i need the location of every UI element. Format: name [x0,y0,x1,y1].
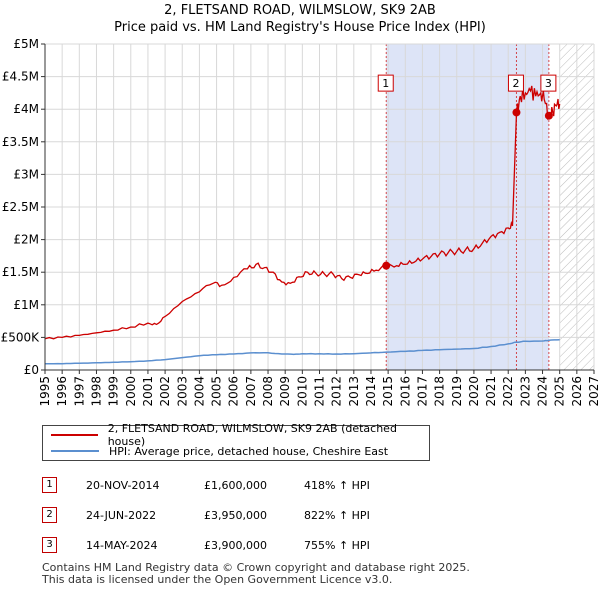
x-tick-label: 2016 [398,376,412,407]
y-tick-label: £500K [1,330,41,344]
x-tick-label: 2020 [467,376,481,407]
x-tick-label: 2021 [484,376,498,407]
table-row: 1 20-NOV-2014 £1,600,000 418% ↑ HPI [42,470,370,500]
x-tick-label: 2011 [313,376,327,407]
sale-price: £3,950,000 [204,508,267,522]
x-tick-label: 2025 [553,376,567,407]
x-tick-label: 2007 [244,376,258,407]
x-tick-label: 2009 [278,376,292,407]
sale-point [544,111,553,120]
footer-license: This data is licensed under the Open Gov… [42,573,393,586]
legend-label-hpi: HPI: Average price, detached house, Ches… [109,444,389,458]
sale-label: 2 [512,77,519,90]
x-tick-label: 1997 [72,376,86,407]
x-tick-label: 2014 [364,376,378,407]
sale-date: 24-JUN-2022 [86,508,157,522]
x-tick-label: 2003 [175,376,189,407]
y-tick-label: £1.5M [2,265,39,279]
x-tick-label: 2024 [536,376,550,407]
x-tick-label: 2027 [587,376,600,407]
x-tick-label: 2006 [227,376,241,407]
sale-label-box [540,74,557,92]
sales-table: 1 20-NOV-2014 £1,600,000 418% ↑ HPI 2 24… [42,470,370,560]
sale-hpi-change: 822% ↑ HPI [304,508,370,522]
x-tick-label: 2012 [330,376,344,407]
x-tick-label: 1996 [55,376,69,407]
table-row: 3 14-MAY-2024 £3,900,000 755% ↑ HPI [42,530,370,560]
x-tick-label: 2023 [518,376,532,407]
legend-item-hpi: HPI: Average price, detached house, Ches… [43,443,388,459]
x-tick-label: 2002 [158,376,172,407]
sale-price: £1,600,000 [204,478,267,492]
legend-swatch-hpi [51,450,99,452]
x-tick-label: 2013 [347,376,361,407]
y-tick-label: £2.5M [2,200,39,214]
y-tick-label: £0 [24,363,39,377]
property-price-line [44,85,561,340]
price-chart: 1 2 3 £0 £500K £1M £1.5M £2M £2.5M £3M £3.5M £4M £4… [1,37,600,407]
sale-hpi-change: 418% ↑ HPI [304,478,370,492]
x-tick-label: 2017 [415,376,429,407]
x-tick-label: 2008 [261,376,275,407]
chart-title: 2, FLETSAND ROAD, WILMSLOW, SK9 2AB [164,3,436,18]
sale-label: 1 [382,77,389,90]
x-tick-label: 2018 [433,376,447,407]
x-tick-label: 2026 [570,376,584,407]
chart-legend: 2, FLETSAND ROAD, WILMSLOW, SK9 2AB (det… [42,422,430,461]
y-tick-label: £2M [13,233,39,247]
x-tick-label: 2005 [210,376,224,407]
legend-item-property: 2, FLETSAND ROAD, WILMSLOW, SK9 2AB (det… [43,422,429,448]
x-tick-label: 2022 [501,376,515,407]
chart-subtitle: Price paid vs. HM Land Registry's House … [114,20,486,35]
hpi-line [44,338,560,365]
legend-swatch-property [51,434,98,436]
sale-point [512,108,521,117]
sale-marker: 1 [42,477,57,493]
y-tick-label: £3.5M [2,135,39,149]
x-tick-label: 2000 [124,376,138,407]
sale-label-box [507,74,524,92]
sale-marker: 3 [42,537,57,553]
table-row: 2 24-JUN-2022 £3,950,000 822% ↑ HPI [42,500,370,530]
y-tick-label: £4M [13,102,39,116]
x-tick-label: 2001 [141,376,155,407]
x-tick-label: 2010 [295,376,309,407]
sale-label-box [377,74,394,92]
sale-marker: 2 [42,507,57,523]
sale-point [382,261,391,270]
x-tick-label: 2004 [192,376,206,407]
sale-hpi-change: 755% ↑ HPI [304,538,370,552]
sale-date: 14-MAY-2024 [86,538,158,552]
x-tick-label: 1995 [38,376,52,407]
y-tick-label: £4.5M [2,70,39,84]
x-tick-label: 1998 [89,376,103,407]
sale-label: 3 [545,77,552,90]
sale-price: £3,900,000 [204,538,267,552]
legend-label-property: 2, FLETSAND ROAD, WILMSLOW, SK9 2AB (det… [107,422,397,448]
y-tick-label: £1M [13,298,39,312]
footer-copyright: Contains HM Land Registry data © Crown c… [42,561,470,574]
x-tick-label: 2019 [450,376,464,407]
sale-date: 20-NOV-2014 [86,478,160,492]
x-tick-label: 1999 [107,376,121,407]
y-tick-label: £3M [13,167,39,181]
x-tick-label: 2015 [381,376,395,407]
y-tick-label: £5M [13,37,39,51]
